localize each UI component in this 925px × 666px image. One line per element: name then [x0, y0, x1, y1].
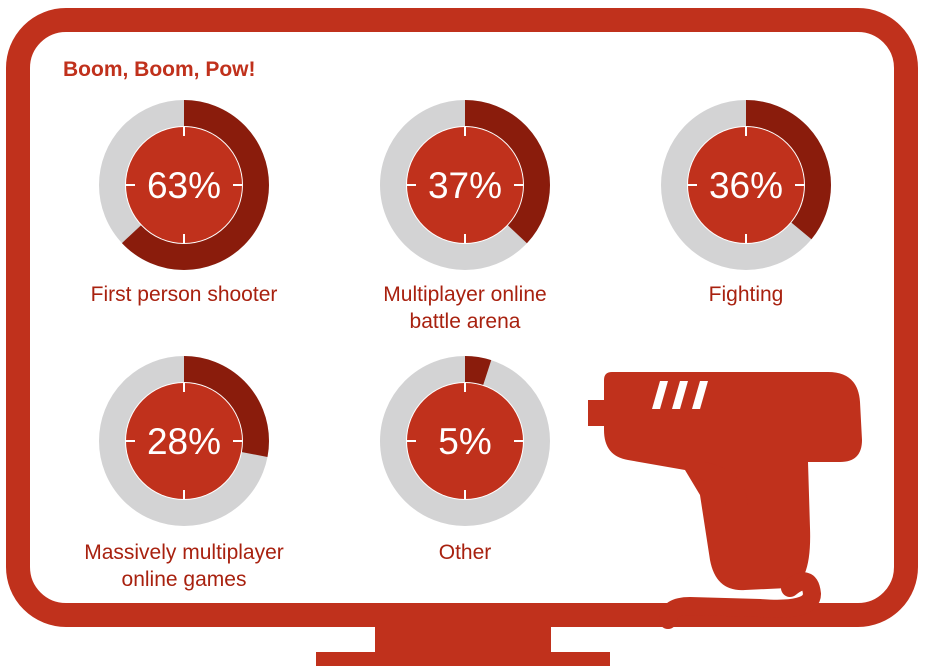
crosshair-ticks: [126, 383, 242, 499]
donut-chart: 28%: [99, 356, 269, 526]
donut-chart: 37%: [380, 100, 550, 270]
category-label: Other: [438, 541, 492, 564]
donut-value-arc: [99, 100, 269, 270]
donut-center: [688, 127, 804, 243]
donut-value-label: 28%: [147, 421, 221, 462]
donut-chart: 5%: [380, 356, 550, 526]
light-gun-icon: [588, 372, 862, 629]
crosshair-ticks: [407, 383, 523, 499]
category-label: Massively multiplayer online games: [84, 541, 284, 591]
crosshair-ticks: [407, 127, 523, 243]
donut-value-label: 5%: [438, 421, 491, 462]
donut-center: [126, 383, 242, 499]
monitor-neck: [375, 626, 551, 654]
monitor-icon: [6, 8, 918, 666]
donut-center: [407, 383, 523, 499]
donut-value-label: 37%: [428, 165, 502, 206]
donut-center: [126, 127, 242, 243]
donut-chart: 36%: [661, 100, 831, 270]
gun-trigger: [680, 462, 748, 505]
gun-cable: [659, 572, 822, 629]
donut-value-arc: [661, 100, 831, 270]
monitor-screen-border: [6, 8, 918, 627]
chart-title: Boom, Boom, Pow!: [63, 58, 256, 81]
crosshair-ticks: [126, 127, 242, 243]
donut-value-arc: [99, 356, 269, 526]
donut-value-arc: [380, 356, 550, 526]
gun-front-sight: [588, 400, 612, 426]
donut-center: [407, 127, 523, 243]
monitor-base: [316, 652, 610, 666]
gun-grip-marks: [652, 381, 708, 409]
category-label: First person shooter: [90, 283, 278, 306]
crosshair-ticks: [688, 127, 804, 243]
donut-value-label: 36%: [709, 165, 783, 206]
donut-chart: 63%: [99, 100, 269, 270]
donut-value-arc: [380, 100, 550, 270]
category-label: Fighting: [708, 283, 784, 306]
donut-charts: 63% 37% 36% 28% 5%: [99, 100, 831, 526]
donut-value-label: 63%: [147, 165, 221, 206]
category-label: Multiplayer online battle arena: [383, 283, 547, 333]
